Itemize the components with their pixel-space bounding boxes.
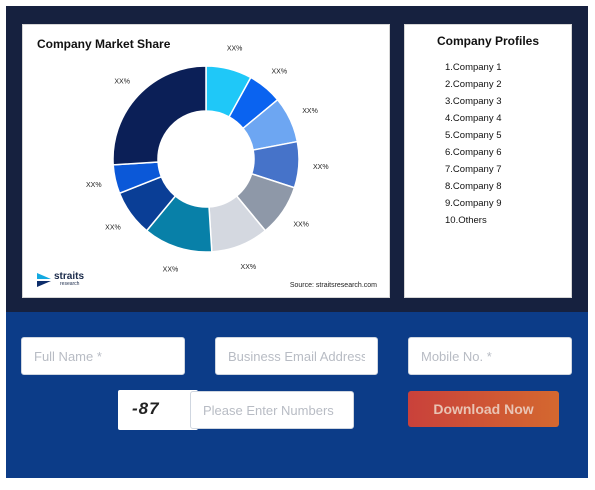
slice-label-7: XX% <box>163 266 179 273</box>
slice-label-5: XX% <box>293 222 309 229</box>
profile-item: 5.Company 5 <box>445 130 502 141</box>
profile-item: 1.Company 1 <box>445 62 502 73</box>
slice-label-8: XX% <box>105 225 121 232</box>
profile-item: 6.Company 6 <box>445 147 502 158</box>
full-name-input[interactable] <box>21 337 185 375</box>
profiles-title: Company Profiles <box>436 34 540 48</box>
donut-slice-10 <box>112 65 207 166</box>
slice-label-10: XX% <box>114 78 130 85</box>
captcha-text: -87 <box>132 399 160 418</box>
profile-item: 7.Company 7 <box>445 164 502 175</box>
slice-label-3: XX% <box>302 108 318 115</box>
profile-item: 2.Company 2 <box>445 79 502 90</box>
slice-label-9: XX% <box>86 182 102 189</box>
profiles-list: 1.Company 1 2.Company 2 3.Company 3 4.Co… <box>445 59 571 229</box>
profile-item: 4.Company 4 <box>445 113 502 124</box>
company-profiles-card: Company Profiles 1.Company 1 2.Company 2… <box>404 24 572 298</box>
straits-logo-icon <box>37 272 51 287</box>
chart-source: Source: straitsresearch.com <box>289 282 377 289</box>
captcha-image: -87 <box>118 390 198 430</box>
slice-label-2: XX% <box>272 68 288 75</box>
profile-item: 3.Company 3 <box>445 96 502 107</box>
mobile-input[interactable] <box>408 337 572 375</box>
slice-label-4: XX% <box>313 164 329 171</box>
market-share-card: Company Market Share XX% XX% XX% XX% XX% XX% X… <box>22 24 390 298</box>
profile-item: 9.Company 9 <box>445 198 502 209</box>
logo-name: straits <box>54 271 85 282</box>
chart-title: Company Market Share <box>37 37 171 51</box>
profile-item: 10.Others <box>445 215 487 226</box>
straits-logo: straits research <box>37 272 84 287</box>
business-email-input[interactable] <box>215 337 378 375</box>
donut-chart: XX% XX% XX% XX% XX% XX% XX% XX% XX% XX% <box>86 46 329 274</box>
profile-item: 8.Company 8 <box>445 181 502 192</box>
download-now-button[interactable]: Download Now <box>408 391 559 427</box>
captcha-input[interactable] <box>190 391 354 429</box>
logo-subtitle: research <box>60 281 80 287</box>
slice-label-6: XX% <box>241 264 257 271</box>
slice-label-1: XX% <box>227 46 243 53</box>
